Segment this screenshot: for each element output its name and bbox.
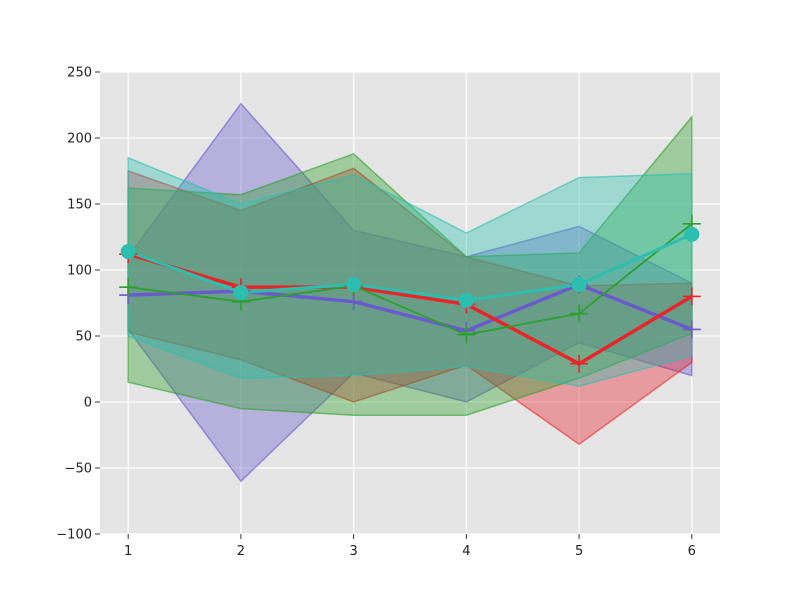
x-tick-label: 1: [124, 544, 132, 559]
line-series-2: [127, 252, 693, 366]
x-tick-labels: 1 2 3 4 5 6: [124, 544, 696, 559]
y-tick-label: 150: [67, 198, 92, 213]
series-lines: [127, 223, 693, 366]
x-tick-label: 3: [349, 544, 357, 559]
band-series-4: [127, 156, 693, 387]
y-tick-label: 0: [84, 396, 92, 411]
x-tick-label: 5: [575, 544, 583, 559]
y-tick-label: 50: [75, 330, 92, 345]
y-tick-label: −50: [65, 462, 92, 477]
line-series-4: [127, 232, 693, 302]
marker-series-1: [682, 320, 701, 339]
x-tick-label: 2: [237, 544, 245, 559]
y-tick-label: 200: [67, 132, 92, 147]
marker-series-3: [119, 278, 138, 297]
y-tick-labels: −100 −50 0 50 100 150 200 250: [56, 66, 92, 543]
y-tick-label: −100: [56, 528, 92, 543]
marker-series-3: [570, 304, 589, 323]
marker-series-4: [571, 277, 587, 293]
y-tick-label: 100: [67, 264, 92, 279]
line-series-1: [128, 282, 693, 333]
band-series-2: [127, 167, 693, 446]
marker-series-4: [233, 284, 249, 300]
marker-series-2: [570, 354, 589, 373]
series-markers: [119, 214, 701, 373]
line-series-3: [128, 223, 693, 336]
x-tick-label: 6: [688, 544, 696, 559]
axes: [95, 71, 693, 539]
marker-series-4: [458, 292, 474, 308]
marker-series-3: [457, 325, 476, 344]
marker-series-4: [120, 244, 136, 260]
y-tick-label: 250: [67, 66, 92, 81]
marker-series-4: [346, 277, 362, 293]
x-tick-label: 4: [462, 544, 470, 559]
marker-series-2: [682, 287, 701, 306]
plot-background: [100, 72, 720, 534]
marker-series-4: [684, 226, 700, 242]
